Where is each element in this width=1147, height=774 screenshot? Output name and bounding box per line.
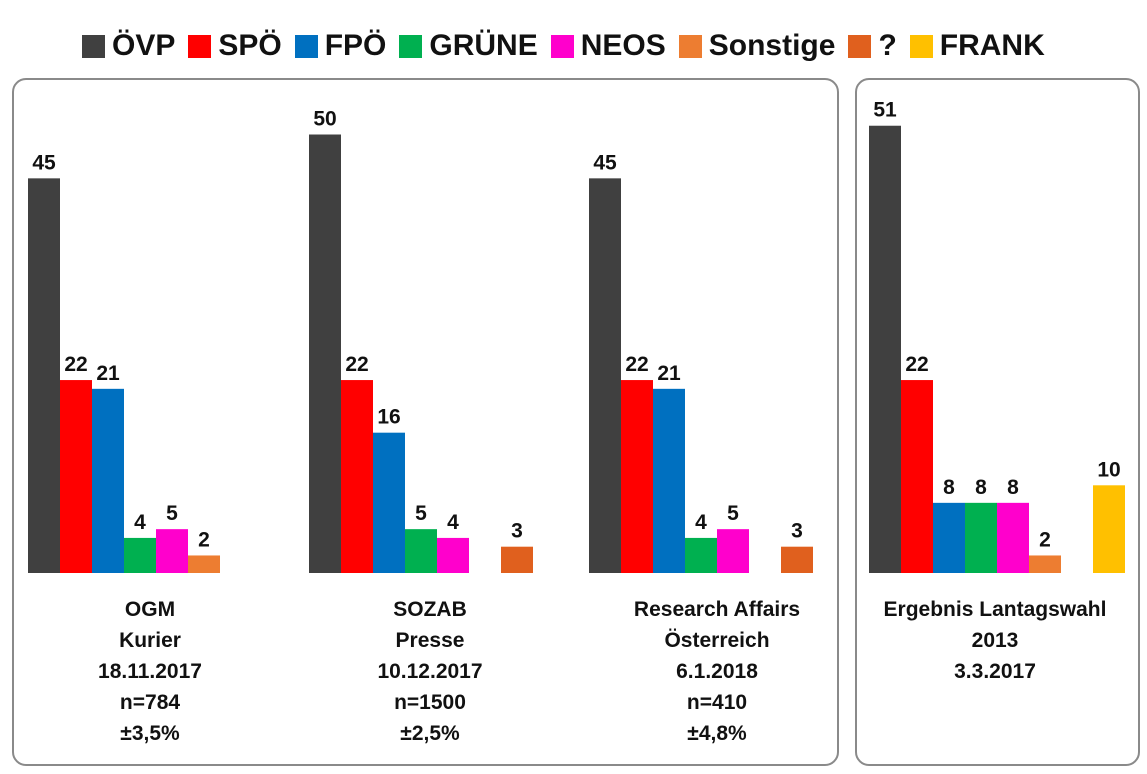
bar-value-label: 5 xyxy=(727,502,739,525)
bar-övp xyxy=(589,178,621,573)
bar-sonstige xyxy=(188,555,220,573)
legend-item: FPÖ xyxy=(294,29,387,63)
legend-swatch xyxy=(82,34,105,58)
caption-line: Kurier xyxy=(119,629,181,652)
group-caption: OGM Kurier 18.11.2017 n=784 ±3,5% xyxy=(30,594,270,749)
caption-line: 3.3.2017 xyxy=(954,660,1036,683)
bar-x xyxy=(501,546,533,573)
bar-neos xyxy=(717,529,749,573)
bar-value-label: 3 xyxy=(511,520,523,543)
bar-value-label: 8 xyxy=(1007,476,1019,499)
bar-neos xyxy=(156,529,188,573)
bar-övp xyxy=(28,178,60,573)
caption-line: n=410 xyxy=(686,691,748,714)
legend-item: FRANK xyxy=(909,29,1045,63)
bar-value-label: 21 xyxy=(96,362,120,385)
bar-value-label: 2 xyxy=(1039,528,1051,551)
chart-legend: ÖVP SPÖ FPÖ GRÜNE NEOS Sonstige? FRANK xyxy=(82,26,1058,66)
bar-fpö xyxy=(653,388,685,573)
bar-value-label: 8 xyxy=(943,476,955,499)
legend-label: SPÖ xyxy=(218,29,282,62)
legend-label: Sonstige xyxy=(708,29,836,62)
legend-item: SPÖ xyxy=(188,29,282,63)
bar-spö xyxy=(341,380,373,573)
legend-swatch xyxy=(909,34,933,58)
caption-line: n=784 xyxy=(119,691,181,714)
bar-spö xyxy=(901,380,933,573)
bar-value-label: 3 xyxy=(791,520,803,543)
legend-item: GRÜNE xyxy=(399,29,538,63)
bar-spö xyxy=(60,380,92,573)
group-caption: SOZAB Presse 10.12.2017 n=1500 ±2,5% xyxy=(310,594,550,749)
legend-swatch xyxy=(188,34,212,58)
bar-value-label: 10 xyxy=(1097,458,1120,481)
legend-label: GRÜNE xyxy=(429,29,538,62)
caption-line: 6.1.2018 xyxy=(676,660,758,683)
bar-fpö xyxy=(933,502,965,573)
legend-item: ? xyxy=(848,29,897,63)
group-caption: Ergebnis Lantagswahl 2013 3.3.2017 xyxy=(875,594,1115,687)
bar-sonstige xyxy=(1029,555,1061,573)
bar-övp xyxy=(869,125,901,573)
caption-line: 18.11.2017 xyxy=(98,660,202,683)
legend-item: Sonstige xyxy=(678,29,836,63)
legend-item: ÖVP xyxy=(82,29,175,63)
legend-swatch xyxy=(678,34,702,58)
bar-spö xyxy=(621,380,653,573)
caption-line: Research Affairs xyxy=(633,598,801,621)
bar-value-label: 4 xyxy=(695,511,707,534)
polls-panel xyxy=(12,78,839,766)
caption-line: OGM xyxy=(124,598,176,621)
caption-line: ±2,5% xyxy=(400,722,460,745)
caption-line: Ergebnis Lantagswahl xyxy=(883,598,1107,621)
caption-line: 2013 xyxy=(971,629,1019,652)
bar-grüne xyxy=(405,529,437,573)
bar-value-label: 50 xyxy=(313,108,336,131)
bar-value-label: 5 xyxy=(166,502,178,525)
group-caption: Research Affairs Österreich 6.1.2018 n=410 ±… xyxy=(597,594,837,749)
bar-value-label: 45 xyxy=(32,151,56,174)
bar-value-label: 22 xyxy=(345,353,368,376)
caption-line: 10.12.2017 xyxy=(377,660,483,683)
bar-value-label: 8 xyxy=(975,476,987,499)
bar-grüne xyxy=(965,502,997,573)
legend-swatch xyxy=(550,34,574,58)
bar-value-label: 22 xyxy=(905,353,928,376)
bar-grüne xyxy=(124,537,156,573)
caption-line: ±4,8% xyxy=(687,722,747,745)
legend-label: FPÖ xyxy=(324,29,387,62)
bar-value-label: 5 xyxy=(415,502,427,525)
legend-label: FRANK xyxy=(939,29,1045,62)
bar-value-label: 45 xyxy=(593,151,617,174)
caption-line: n=1500 xyxy=(394,691,466,714)
bar-value-label: 51 xyxy=(873,99,897,122)
bar-grüne xyxy=(685,537,717,573)
bar-value-label: 22 xyxy=(625,353,648,376)
caption-line: ±3,5% xyxy=(120,722,180,745)
legend-label: ? xyxy=(878,29,897,62)
legend-swatch xyxy=(848,34,872,58)
bar-frank xyxy=(1093,485,1125,573)
legend-label: NEOS xyxy=(580,29,666,62)
caption-line: Presse xyxy=(395,629,465,652)
legend-item: NEOS xyxy=(550,29,666,63)
bar-value-label: 21 xyxy=(657,362,681,385)
caption-line: Österreich xyxy=(664,629,770,652)
bar-övp xyxy=(309,134,341,573)
legend-swatch xyxy=(294,34,318,58)
bar-x xyxy=(781,546,813,573)
bar-fpö xyxy=(373,432,405,573)
bar-value-label: 22 xyxy=(64,353,87,376)
bar-fpö xyxy=(92,388,124,573)
bar-value-label: 4 xyxy=(134,511,146,534)
bar-value-label: 2 xyxy=(198,528,210,551)
bar-value-label: 16 xyxy=(377,406,400,429)
bar-value-label: 4 xyxy=(447,511,459,534)
legend-label: ÖVP xyxy=(112,29,176,62)
legend-swatch xyxy=(399,34,423,58)
bar-neos xyxy=(437,537,469,573)
bar-neos xyxy=(997,502,1029,573)
caption-line: SOZAB xyxy=(393,598,467,621)
